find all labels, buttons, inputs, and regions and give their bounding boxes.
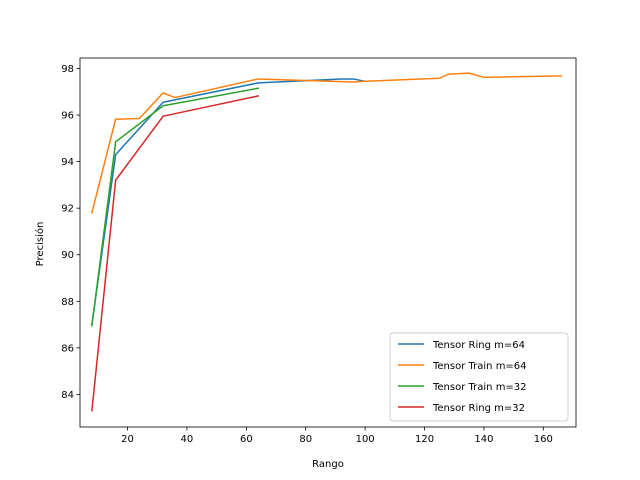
x-tick-label: 40 (181, 434, 194, 445)
series-line-4 (91, 95, 260, 412)
x-tick-label: 160 (534, 434, 553, 445)
x-tick-label: 20 (121, 434, 134, 445)
legend-label: Tensor Ring m=64 (432, 340, 525, 351)
legend-label: Tensor Train m=64 (432, 361, 527, 372)
legend-label: Tensor Train m=32 (432, 382, 527, 393)
x-tick-label: 120 (415, 434, 434, 445)
y-tick-label: 96 (61, 111, 74, 122)
x-axis-label: Rango (312, 459, 344, 470)
series-line-1 (91, 78, 367, 326)
y-tick-label: 98 (61, 64, 74, 75)
series-line-2 (90, 72, 562, 214)
legend-label: Tensor Ring m=32 (432, 403, 525, 414)
y-tick-label: 84 (61, 390, 74, 401)
x-tick-label: 100 (356, 434, 375, 445)
axes-frame (79, 57, 577, 428)
x-tick-label: 80 (299, 434, 312, 445)
y-tick-label: 88 (61, 297, 74, 308)
x-tick-label: 140 (474, 434, 493, 445)
x-tick-label: 60 (240, 434, 253, 445)
legend: Tensor Ring m=64 Tensor Train m=64 Tensor … (389, 332, 569, 422)
y-axis-label: Precisión (34, 222, 46, 267)
y-tick-label: 94 (61, 157, 74, 168)
series-layer (90, 72, 562, 412)
axes-layer: 20 40 60 80 100 120 140 160 84 86 88 90 92 94 96 98 (61, 57, 577, 445)
y-tick-label: 90 (61, 250, 74, 261)
y-tick-label: 86 (61, 343, 74, 354)
series-line-3 (91, 87, 260, 327)
y-tick-label: 92 (61, 204, 74, 215)
legend-box (389, 332, 569, 422)
